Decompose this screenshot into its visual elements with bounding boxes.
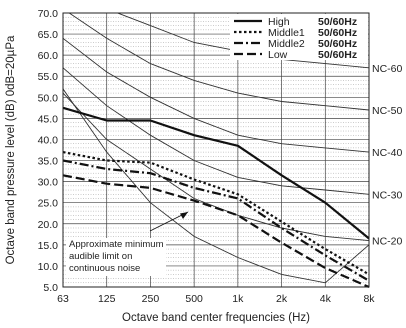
legend-series-hz: 50/60Hz	[318, 49, 357, 61]
legend: High 50/60Hz Middle1 50/60Hz Middle2 50/60Hz L…	[230, 14, 368, 61]
annotation-line: continuous noise	[69, 263, 140, 274]
series-lines	[62, 106, 370, 289]
legend-series-hz: 50/60Hz	[318, 16, 357, 28]
nc-curve-label: NC-50	[372, 105, 403, 117]
y-tick-label: 30.0	[38, 177, 59, 189]
x-tick-label: 125	[98, 293, 116, 305]
nc-curve-line	[63, 92, 369, 242]
legend-series-name: Middle1	[268, 27, 305, 39]
y-tick-label: 40.0	[38, 134, 59, 146]
x-tick-label: 500	[185, 293, 203, 305]
nc-curve-label: NC-30	[372, 189, 403, 201]
series-line-low	[62, 174, 370, 289]
nc-curves: NC-60 NC-50 NC-40 NC-30 NC-20	[63, 13, 403, 248]
y-tick-label: 25.0	[38, 198, 59, 210]
y-tick-label: 20.0	[38, 219, 59, 231]
x-tick-label: 63	[57, 293, 69, 305]
y-tick-label: 10.0	[38, 261, 59, 273]
y-tick-label: 60.0	[38, 50, 59, 62]
y-tick-label: 70.0	[38, 8, 59, 20]
y-tick-label: 5.0	[43, 282, 58, 294]
y-tick-label: 45.0	[38, 113, 59, 125]
y-tick-label: 35.0	[38, 156, 59, 168]
annotation-line: audible limit on	[69, 251, 132, 262]
x-tick-label: 8k	[363, 293, 375, 305]
nc-curve-label: NC-40	[372, 147, 403, 159]
nc-curve-label: NC-60	[372, 63, 403, 75]
legend-series-name: Low	[268, 49, 288, 61]
annotation-line: Approximate minimum	[69, 239, 164, 250]
legend-series-name: High	[268, 16, 290, 28]
nc-curve-line	[63, 67, 369, 195]
legend-series-hz: 50/60Hz	[318, 27, 357, 39]
y-tick-label: 65.0	[38, 29, 59, 41]
plot-frame	[62, 12, 370, 288]
legend-series-name: Middle2	[268, 38, 305, 50]
nc-curve-label: NC-20	[372, 236, 403, 248]
series-line-middle1	[62, 151, 370, 276]
y-tick-labels: 5.0 10.0 15.0 20.0 25.0 30.0 35.0 40.0 45.0 50.0 5…	[38, 8, 59, 294]
y-axis-title: Octave band pressure level (dB) 0dB=20µP…	[5, 35, 17, 264]
x-tick-labels: 63 125 250 500 1k 2k 4k 8k	[57, 293, 375, 305]
nc-curve-line	[63, 37, 369, 153]
x-tick-label: 4k	[320, 293, 332, 305]
nc-curve-line	[68, 13, 369, 111]
nc-curve-line	[116, 13, 369, 69]
y-tick-label: 50.0	[38, 92, 59, 104]
y-tick-label: 55.0	[38, 71, 59, 83]
x-axis-title: Octave band center frequencies (Hz)	[122, 312, 310, 324]
series-line-high	[62, 106, 370, 240]
series-line-middle2	[62, 159, 370, 282]
x-tick-label: 2k	[276, 293, 288, 305]
x-tick-label: 1k	[232, 293, 244, 305]
annotation-arrowhead	[180, 212, 188, 219]
legend-series-hz: 50/60Hz	[318, 38, 357, 50]
annotation-box	[66, 238, 166, 276]
y-tick-label: 15.0	[38, 240, 59, 252]
x-tick-label: 250	[142, 293, 160, 305]
